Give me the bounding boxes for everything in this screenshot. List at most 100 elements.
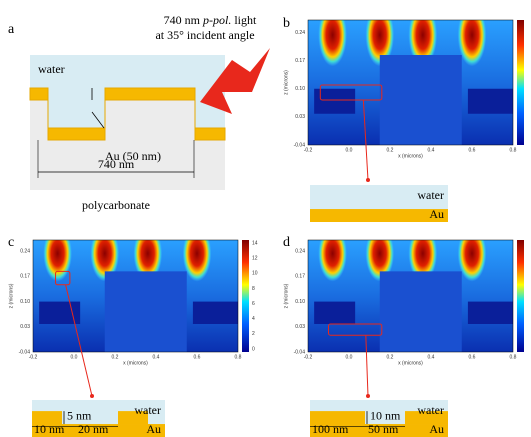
x-tick-label: 0.8 <box>235 354 242 360</box>
z-tick-label: -0.04 <box>294 349 306 355</box>
metal-left <box>39 301 81 324</box>
hot-spot <box>318 20 347 67</box>
light-arrow <box>200 48 270 114</box>
period-label: 740 nm <box>98 157 135 171</box>
x-tick-label: 0.4 <box>153 354 160 360</box>
x-tick-label: -0.2 <box>29 354 38 360</box>
schematic: a 740 nm p-pol. light at 35° incident an… <box>8 13 270 212</box>
gold-layer <box>29 87 226 141</box>
metal-right <box>467 88 513 114</box>
x-tick-label: 0.2 <box>387 354 394 360</box>
x-tick-label: 0.4 <box>428 354 435 360</box>
hot-spot <box>408 20 438 67</box>
z-tick-label: -0.04 <box>19 349 31 355</box>
x-tick-label: 0.8 <box>510 147 517 153</box>
width-left-label: 100 nm <box>312 422 349 436</box>
angle-caption: at 35° incident angle <box>155 28 254 42</box>
z-tick-label: -0.04 <box>294 142 306 148</box>
substrate-label: polycarbonate <box>82 198 150 212</box>
inset-water-label: water <box>134 403 161 417</box>
heatmap <box>308 20 513 145</box>
inset-gold <box>32 424 165 437</box>
z-tick-label: 0.10 <box>20 299 30 305</box>
inset-water-label: water <box>417 188 444 202</box>
hot-spot <box>408 240 438 282</box>
inset-gold <box>310 424 448 437</box>
x-tick-label: 0.0 <box>71 354 78 360</box>
z-tick-label: 0.17 <box>295 58 305 64</box>
inset-gold <box>310 209 448 222</box>
field-map-panel: b 0.24 0.17 0.10 0.03 -0.04-0.2 0.0 0.2 0.4 0.6 0.… <box>283 16 524 222</box>
inset-step <box>405 411 448 425</box>
x-tick-label: 0.8 <box>510 354 517 360</box>
colorbar <box>242 240 249 352</box>
metal-right <box>467 301 513 324</box>
colorbar-tick-label: 10 <box>252 271 258 277</box>
colorbar-tick-label: 6 <box>252 301 255 307</box>
z-tick-label: 0.24 <box>295 249 305 255</box>
x-tick-label: -0.2 <box>304 147 313 153</box>
substrate-region <box>30 100 225 190</box>
zoom-region <box>55 270 71 286</box>
plot-frame <box>307 239 514 353</box>
panel-label: a <box>8 22 15 37</box>
inset-metal-label: Au <box>146 422 161 436</box>
z-axis-label: z (microns) <box>283 70 289 95</box>
x-tick-label: 0.4 <box>428 147 435 153</box>
x-tick-label: 0.6 <box>194 354 201 360</box>
hot-spot <box>90 240 120 282</box>
colorbar-tick-label: 4 <box>252 316 255 322</box>
z-tick-label: 0.03 <box>20 324 30 330</box>
inset-bump <box>118 411 148 425</box>
colorbar-tick-label: 14 <box>252 240 258 246</box>
x-axis-label: x (microns) <box>398 360 423 366</box>
metal-center <box>104 271 187 352</box>
width-left-label: 10 nm <box>34 422 65 436</box>
z-tick-label: 0.24 <box>20 249 30 255</box>
z-tick-label: 0.24 <box>295 30 305 36</box>
x-tick-label: 0.6 <box>469 354 476 360</box>
inset-metal-label: Au <box>429 422 444 436</box>
heatmap <box>308 240 513 352</box>
light-size: 740 nm <box>164 13 201 27</box>
zoom-pointer <box>65 284 93 397</box>
metal-center <box>379 271 462 352</box>
z-axis-label: z (microns) <box>8 283 14 308</box>
metal-left <box>314 301 356 324</box>
hot-spot <box>43 240 72 282</box>
z-tick-label: 0.10 <box>295 86 305 92</box>
inset-metal-label: Au <box>429 207 444 221</box>
x-axis-label: x (microns) <box>123 360 148 366</box>
colorbar-tick-label: 0 <box>252 346 255 352</box>
inset-step <box>310 411 365 425</box>
z-tick-label: 0.03 <box>295 324 305 330</box>
zoom-region <box>328 323 383 336</box>
width-right-label: 50 nm <box>368 422 399 436</box>
hot-spot <box>182 240 212 282</box>
thickness-label: Au (50 nm) <box>105 149 161 163</box>
light-caption: 740 nm p-pol. light <box>164 13 257 27</box>
zoom-pointer <box>365 335 369 397</box>
metal-right <box>192 301 238 324</box>
colorbar-tick-label: 2 <box>252 331 255 337</box>
z-tick-label: 0.03 <box>295 114 305 120</box>
x-tick-label: 0.2 <box>112 354 119 360</box>
plot-frame <box>32 239 239 353</box>
heatmap <box>33 240 238 352</box>
inset-water-label: water <box>417 403 444 417</box>
height-label: 5 nm <box>67 408 92 422</box>
width-right-label: 20 nm <box>78 422 109 436</box>
hot-spot <box>365 20 395 67</box>
x-tick-label: 0.2 <box>387 147 394 153</box>
x-tick-label: 0.6 <box>469 147 476 153</box>
panel-label: b <box>283 16 290 31</box>
plot-frame <box>307 19 514 146</box>
field-map-panel: c 0.24 0.17 0.10 0.03 -0.04-0.2 0.0 0.2 0.4 0.6 0.… <box>8 235 258 437</box>
water-label: water <box>38 62 65 76</box>
inset-bump <box>32 411 62 425</box>
zoom-pointer <box>362 99 369 181</box>
hot-spot <box>318 240 347 282</box>
hot-spot <box>457 240 487 282</box>
x-axis-label: x (microns) <box>398 153 423 159</box>
